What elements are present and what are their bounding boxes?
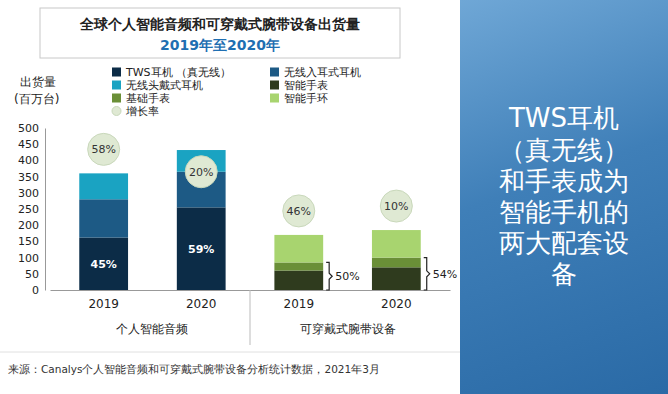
bar — [177, 207, 226, 290]
legend-item: TWS耳机 （真无线） — [112, 66, 231, 79]
legend-item: 智能手环 — [270, 92, 328, 105]
x-tick: 2020 — [381, 290, 412, 311]
y-axis-line — [45, 129, 46, 291]
legend-swatch — [112, 81, 121, 90]
bar — [372, 230, 421, 258]
legend-label: 增长率 — [125, 105, 159, 118]
y-tick: 350 — [18, 171, 45, 184]
group-label: 可穿戴式腕带设备 — [300, 322, 396, 336]
share-label: 54% — [433, 268, 457, 281]
bars — [79, 150, 420, 290]
side-text: TWS耳机（真无线）和手表成为智能手机的两大配套设备 — [496, 103, 632, 290]
title-box — [40, 8, 400, 58]
bar — [372, 258, 421, 268]
share-bracket — [424, 258, 430, 290]
legend-swatch — [270, 94, 279, 103]
bar — [372, 267, 421, 290]
x-tick-label: 2020 — [186, 297, 217, 311]
bar — [79, 173, 128, 199]
legend-label: 无线入耳式耳机 — [284, 66, 361, 79]
growth-label: 46% — [287, 205, 311, 218]
legend-swatch — [270, 68, 279, 77]
y-tick: 500 — [18, 122, 45, 135]
y-axis: 0 50 100 150 200 250 300 350 400 450 500 — [18, 122, 46, 297]
y-tick: 250 — [18, 203, 45, 216]
x-tick-label: 2019 — [284, 297, 315, 311]
y-tick-label: 150 — [18, 235, 39, 248]
legend-label: 基础手表 — [126, 92, 170, 105]
growth-label: 58% — [91, 143, 115, 156]
legend-swatch — [112, 94, 121, 103]
legend-item: 智能手表 — [270, 79, 328, 92]
legend-label: 智能手环 — [284, 92, 328, 105]
legend-item: 增长率 — [112, 105, 159, 118]
share-bracket — [326, 262, 332, 290]
legend-swatch — [270, 81, 279, 90]
y-axis-unit: (百万台) — [14, 92, 59, 106]
y-tick-label: 450 — [18, 138, 39, 151]
side-panel: TWS耳机（真无线）和手表成为智能手机的两大配套设备 — [460, 0, 668, 394]
share-label: 59% — [188, 243, 214, 256]
growth-label: 20% — [189, 166, 213, 179]
legend: TWS耳机 （真无线） 无线入耳式耳机无线头戴式耳机 智能手表基础手表 智能手环增长率 — [112, 66, 361, 118]
annotations: 45% 59% 50% 54% 58% 20% 46% 10% — [88, 133, 458, 290]
x-tick: 2019 — [88, 290, 119, 311]
chart-svg: 全球个人智能音频和可穿戴式腕带设备出货量 2019年至2020年出货量 (百万台) T… — [0, 0, 460, 394]
legend-item: 无线头戴式耳机 — [112, 79, 203, 92]
share-label: 45% — [90, 258, 116, 271]
y-tick: 50 — [25, 268, 45, 281]
growth-circle — [283, 195, 315, 227]
legend-item: 无线入耳式耳机 — [270, 66, 361, 79]
bar — [274, 271, 323, 290]
y-tick-label: 200 — [18, 219, 39, 232]
share-label: 50% — [335, 270, 359, 283]
growth-circle — [380, 190, 412, 222]
chart-area: 全球个人智能音频和可穿戴式腕带设备出货量 2019年至2020年出货量 (百万台) T… — [0, 0, 460, 394]
y-tick: 400 — [18, 154, 45, 167]
y-tick-label: 400 — [18, 154, 39, 167]
growth-circle — [88, 133, 120, 165]
x-tick: 2020 — [186, 290, 217, 311]
legend-label: TWS耳机 （真无线） — [125, 66, 231, 79]
legend-swatch — [112, 68, 121, 77]
y-tick: 100 — [18, 252, 45, 265]
bar — [274, 262, 323, 270]
legend-item: 基础手表 — [112, 92, 170, 105]
subtitle: 2019年至2020年 — [160, 37, 280, 53]
growth-label: 10% — [384, 200, 408, 213]
source-rule — [0, 352, 460, 353]
y-tick-label: 100 — [18, 252, 39, 265]
y-tick-label: 50 — [25, 268, 39, 281]
y-tick: 300 — [18, 187, 45, 200]
y-tick: 200 — [18, 219, 45, 232]
y-tick: 150 — [18, 235, 45, 248]
y-tick: 0 — [32, 284, 45, 297]
x-tick: 2019 — [284, 290, 315, 311]
y-tick-label: 300 — [18, 187, 39, 200]
title: 全球个人智能音频和可穿戴式腕带设备出货量 — [79, 16, 360, 32]
bar — [274, 235, 323, 263]
bar — [79, 199, 128, 237]
x-tick-label: 2020 — [381, 297, 412, 311]
growth-circle — [185, 156, 217, 188]
group-divider — [250, 290, 251, 345]
y-tick-label: 250 — [18, 203, 39, 216]
x-tick-label: 2019 — [88, 297, 119, 311]
legend-label: 无线头戴式耳机 — [126, 79, 203, 92]
y-tick-label: 0 — [32, 284, 39, 297]
y-tick: 450 — [18, 138, 45, 151]
legend-swatch — [112, 107, 121, 116]
y-tick-label: 500 — [18, 122, 39, 135]
source: 来源：Canalys个人智能音频和可穿戴式腕带设备分析统计数据，2021年3月 — [8, 363, 380, 375]
legend-label: 智能手表 — [284, 79, 328, 92]
bar — [79, 238, 128, 290]
y-axis-title: 出货量 — [20, 75, 56, 89]
y-tick-label: 350 — [18, 171, 39, 184]
group-label: 个人智能音频 — [116, 322, 188, 336]
